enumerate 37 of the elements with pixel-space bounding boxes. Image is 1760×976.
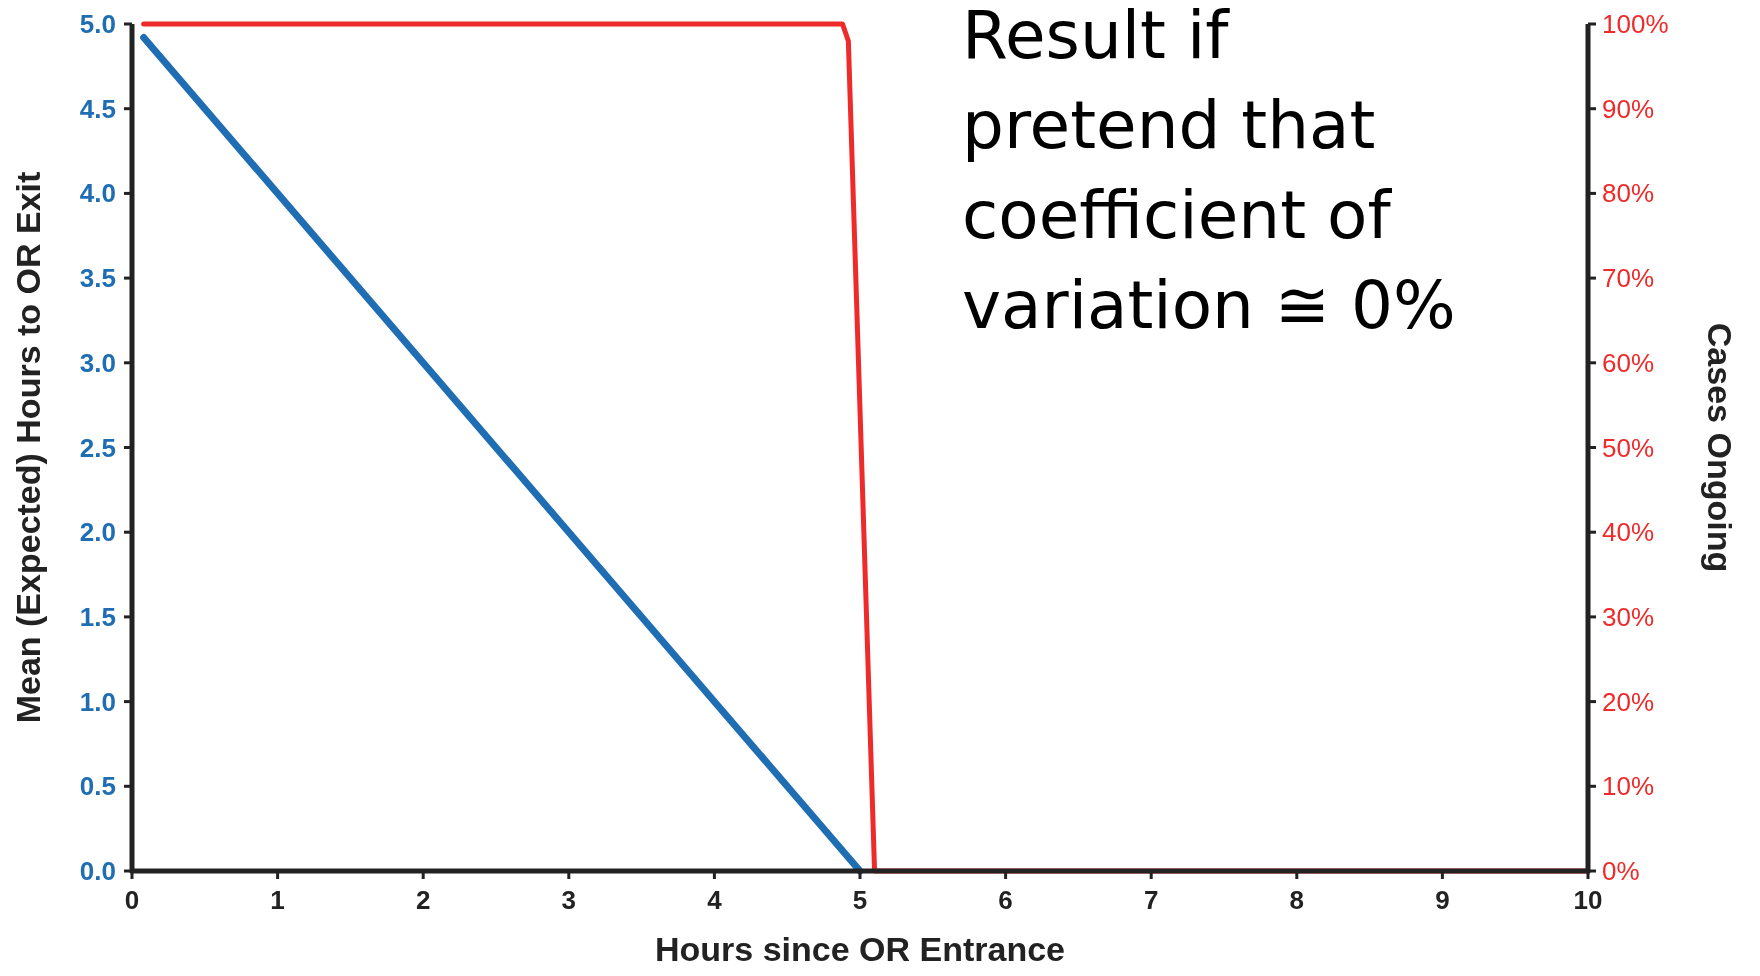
x-tick-label: 4	[707, 885, 723, 915]
y2-tick-label: 100%	[1602, 9, 1669, 39]
x-tick-label: 2	[415, 885, 431, 915]
x-tick-label: 10	[1573, 885, 1603, 915]
x-tick-label: 1	[270, 885, 285, 915]
y-tick-label: 3.5	[79, 263, 116, 294]
y-tick-label: 4.0	[79, 178, 116, 209]
y-tick-label: 3.0	[79, 347, 116, 378]
x-tick-label: 6	[998, 885, 1013, 915]
y2-tick-label: 40%	[1602, 517, 1655, 548]
y-tick-label: 0.0	[79, 856, 116, 886]
y-tick-label: 2.5	[79, 432, 116, 463]
x-tick-label: 3	[561, 885, 577, 915]
y-tick-label: 2.0	[79, 517, 116, 548]
y2-tick-label: 80%	[1602, 178, 1655, 209]
x-tick-label: 9	[1435, 885, 1450, 915]
annotation: Result if pretend that coefficient of variation ≅ 0%	[962, 0, 1456, 344]
y2-tick-label: 60%	[1602, 347, 1655, 378]
y2-axis-title: Cases Ongoing	[1701, 322, 1739, 573]
y-tick-label: 1.5	[79, 601, 116, 632]
x-tick-label: 5	[852, 885, 868, 915]
x-axis-title: Hours since OR Entrance	[654, 930, 1066, 968]
y2-tick-label: 30%	[1602, 601, 1655, 632]
y2-tick-label: 90%	[1602, 93, 1655, 124]
y2-tick-label: 70%	[1602, 263, 1655, 294]
y-tick-label: 5.0	[79, 9, 116, 39]
x-tick-label: 7	[1143, 885, 1159, 915]
y2-tick-label: 50%	[1602, 432, 1655, 463]
y2-tick-label: 10%	[1602, 771, 1655, 802]
y-axis-title: Mean (Expected) Hours to OR Exit	[9, 171, 47, 724]
y-tick-label: 1.0	[79, 686, 116, 717]
x-tick-label: 0	[124, 885, 140, 915]
y2-tick-label: 20%	[1602, 686, 1655, 717]
y2-tick-label: 0%	[1602, 856, 1640, 886]
y-tick-label: 4.5	[79, 93, 116, 124]
x-tick-label: 8	[1289, 885, 1305, 915]
y-tick-label: 0.5	[79, 771, 116, 802]
